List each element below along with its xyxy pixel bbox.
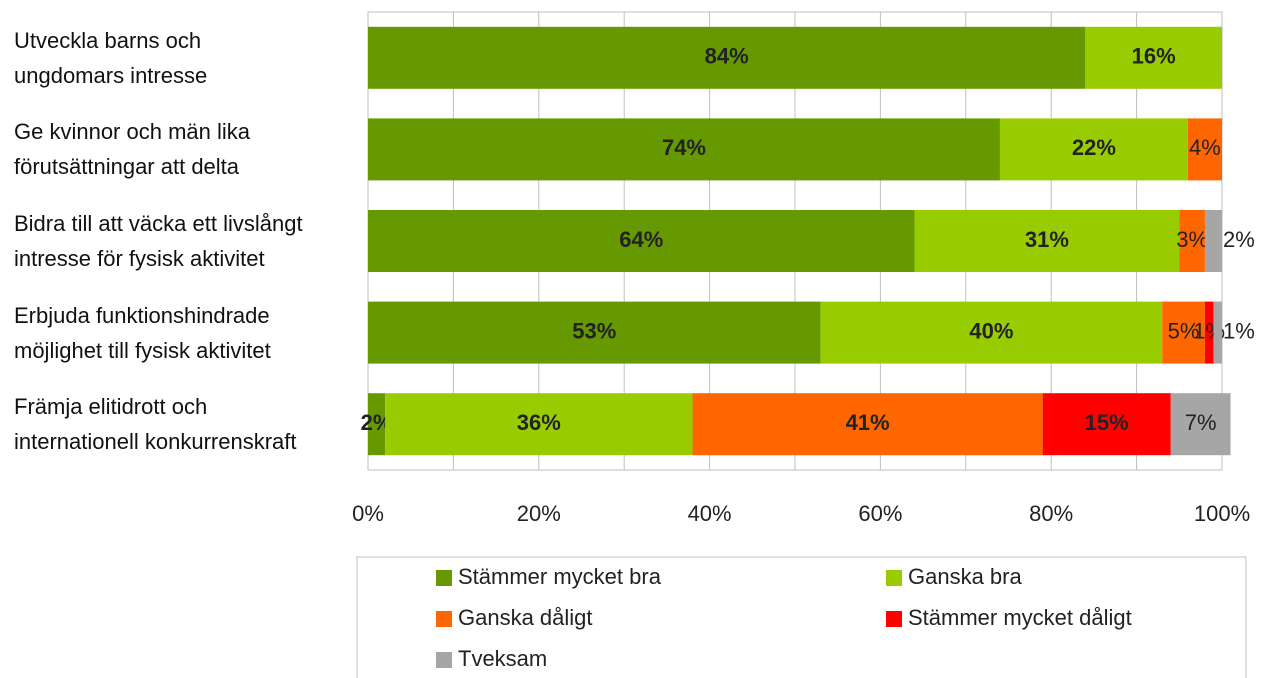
- bar-segment: [385, 393, 693, 456]
- bar-segment: [1085, 26, 1222, 89]
- legend-swatch: [886, 611, 902, 627]
- x-tick-label: 80%: [1029, 501, 1073, 526]
- legend-swatch: [436, 611, 452, 627]
- data-label: 22%: [1072, 135, 1116, 160]
- category-label: Bidra till att väcka ett livslångt intre…: [14, 211, 303, 271]
- x-tick-label: 100%: [1194, 501, 1250, 526]
- x-tick-label: 40%: [688, 501, 732, 526]
- data-label: 31%: [1025, 227, 1069, 252]
- legend-swatch: [436, 652, 452, 668]
- bar-segment: [1170, 393, 1231, 456]
- data-label: 40%: [969, 318, 1013, 343]
- legend-label: Stämmer mycket bra: [458, 564, 662, 589]
- legend-label: Ganska bra: [908, 564, 1022, 589]
- x-tick-label: 60%: [858, 501, 902, 526]
- data-label: 74%: [662, 135, 706, 160]
- data-label: 1%: [1223, 318, 1255, 343]
- legend-label: Tveksam: [458, 646, 547, 671]
- bar-segment: [914, 210, 1180, 272]
- bar-segment: [1204, 210, 1222, 272]
- bar-segment: [368, 210, 915, 272]
- category-label: Erbjuda funktionshindrade möjlighet till…: [14, 302, 271, 363]
- x-tick-label: 20%: [517, 501, 561, 526]
- bar-segment: [1187, 118, 1222, 181]
- legend-label: Stämmer mycket dåligt: [908, 605, 1132, 630]
- bar-segment: [1162, 301, 1205, 364]
- category-label: Utveckla barns och ungdomars intresse: [14, 27, 208, 88]
- bar-segment: [1179, 210, 1205, 272]
- bar-segment: [1042, 393, 1171, 456]
- data-label: 15%: [1085, 410, 1129, 435]
- legend-box: [356, 556, 1247, 678]
- bar-segment: [999, 118, 1188, 181]
- data-label: 41%: [846, 410, 890, 435]
- bar-segment: [820, 301, 1163, 364]
- legend-label: Ganska dåligt: [458, 605, 593, 630]
- data-label: 7%: [1185, 410, 1217, 435]
- bar-segment: [368, 118, 1000, 181]
- data-label: 3%: [1176, 227, 1208, 252]
- bar-segment: [368, 301, 821, 364]
- legend-swatch: [436, 570, 452, 586]
- bar-segment: [1204, 301, 1214, 364]
- bar-segment: [368, 393, 386, 456]
- data-label: 53%: [572, 318, 616, 343]
- bar-segment: [692, 393, 1043, 456]
- data-label: 64%: [619, 227, 663, 252]
- category-label: Främja elitidrott och internationell kon…: [14, 394, 297, 455]
- category-label: Ge kvinnor och män lika förutsättningar …: [14, 119, 250, 180]
- data-label: 4%: [1189, 135, 1221, 160]
- x-tick-label: 0%: [352, 501, 384, 526]
- legend-swatch: [886, 570, 902, 586]
- data-label: 16%: [1132, 44, 1176, 69]
- bar-segment: [1213, 301, 1222, 364]
- data-label: 36%: [517, 410, 561, 435]
- data-label: 2%: [1223, 227, 1255, 252]
- bar-segment: [368, 26, 1086, 89]
- data-label: 5%: [1168, 318, 1200, 343]
- data-label: 84%: [705, 44, 749, 69]
